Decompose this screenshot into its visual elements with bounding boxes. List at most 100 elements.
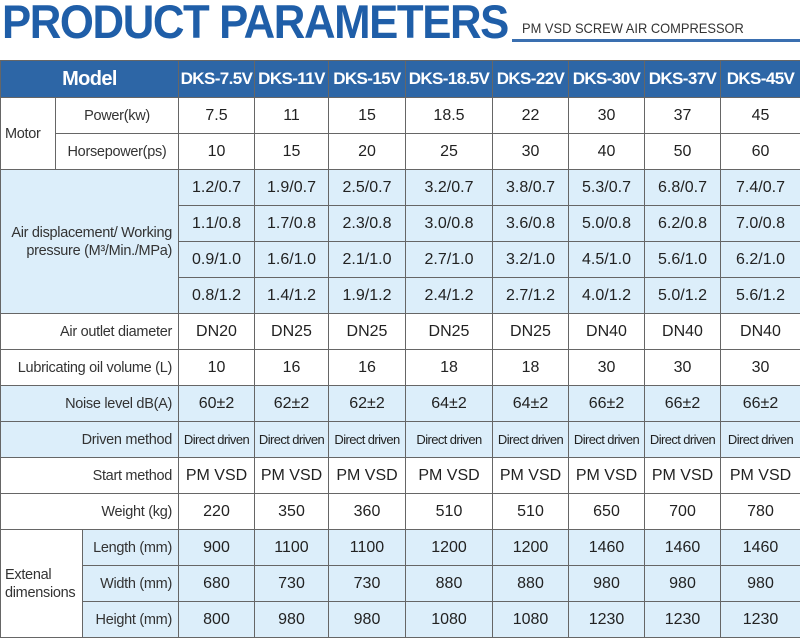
height-cell: 1080 [492,601,569,638]
outlet-cell: DN25 [405,313,493,350]
driven-label: Driven method [0,421,179,458]
oil-cell: 16 [328,349,406,386]
table-row-outlet: Air outlet diameter DN20 DN25 DN25 DN25 DN25 D… [0,313,800,350]
width-cell: 680 [178,565,255,602]
outlet-label: Air outlet diameter [0,313,179,350]
weight-cell: 360 [328,493,406,530]
power-cell: 15 [328,97,406,134]
table-row-length: Extenal dimensions Length (mm) 900 1100 1100… [0,529,800,638]
length-cell: 1100 [328,529,406,566]
width-cell: 730 [254,565,329,602]
outlet-cell: DN25 [492,313,569,350]
horsepower-cell: 40 [568,133,645,170]
model-column-header: DKS-18.5V [405,60,493,98]
power-cell: 11 [254,97,329,134]
noise-cell: 66±2 [644,385,721,422]
air-displacement-cell: 1.6/1.0 [254,241,329,278]
noise-cell: 62±2 [254,385,329,422]
width-cell: 880 [405,565,493,602]
width-cell: 980 [644,565,721,602]
horsepower-cell: 25 [405,133,493,170]
length-cell: 1460 [568,529,645,566]
outlet-cell: DN20 [178,313,255,350]
oil-cell: 30 [720,349,800,386]
oil-label: Lubricating oil volume (L) [0,349,179,386]
height-label: Height (mm) [82,601,179,638]
air-displacement-cell: 0.9/1.0 [178,241,255,278]
model-header: Model [0,60,179,98]
outlet-cell: DN40 [644,313,721,350]
air-displacement-cell: 2.7/1.0 [405,241,493,278]
table-row-oil: Lubricating oil volume (L) 10 16 16 18 18 30 30… [0,349,800,386]
air-displacement-cell: 5.6/1.2 [720,277,800,314]
header-row: Model DKS-7.5V DKS-11V DKS-15V DKS-18.5V DKS-… [0,60,800,98]
length-cell: 1200 [405,529,493,566]
height-cell: 1230 [568,601,645,638]
driven-cell: Direct driven [492,421,569,458]
horsepower-cell: 15 [254,133,329,170]
table-row-air-displacement: 0.8/1.2 1.4/1.2 1.9/1.2 2.4/1.2 2.7/1.2 4.0/1… [1,277,800,314]
air-displacement-cell: 1.2/0.7 [178,169,255,206]
height-cell: 980 [328,601,406,638]
length-cell: 1200 [492,529,569,566]
page-subtitle: PM VSD SCREW AIR COMPRESSOR [522,20,744,36]
horsepower-cell: 20 [328,133,406,170]
air-displacement-cell: 2.7/1.2 [492,277,569,314]
horsepower-cell: 30 [492,133,569,170]
air-displacement-cell: 4.5/1.0 [568,241,645,278]
horsepower-cell: 10 [178,133,255,170]
horsepower-label: Horsepower(ps) [55,133,179,170]
weight-cell: 350 [254,493,329,530]
length-cell: 1460 [644,529,721,566]
table-row-height: Height (mm) 800 980 980 1080 1080 1230 1230 1230 [1,601,800,638]
noise-cell: 62±2 [328,385,406,422]
air-displacement-cell: 4.0/1.2 [568,277,645,314]
width-cell: 730 [328,565,406,602]
oil-cell: 30 [568,349,645,386]
driven-cell: Direct driven [405,421,493,458]
power-label: Power(kw) [55,97,179,134]
height-cell: 1080 [405,601,493,638]
air-displacement-cell: 6.8/0.7 [644,169,721,206]
oil-cell: 16 [254,349,329,386]
model-column-header: DKS-22V [492,60,569,98]
weight-cell: 220 [178,493,255,530]
start-cell: PM VSD [568,457,645,494]
model-column-header: DKS-7.5V [178,60,255,98]
air-displacement-cell: 5.0/1.2 [644,277,721,314]
length-cell: 1460 [720,529,800,566]
power-cell: 45 [720,97,800,134]
noise-cell: 60±2 [178,385,255,422]
weight-cell: 780 [720,493,800,530]
air-displacement-label: Air displacement/ Working pressure (M³/M… [0,169,179,314]
noise-cell: 64±2 [492,385,569,422]
height-cell: 980 [254,601,329,638]
model-column-header: DKS-37V [644,60,721,98]
table-row-power: Motor Power(kw) 7.5 11 15 18.5 22 30 37 45 [0,97,800,170]
weight-cell: 510 [492,493,569,530]
driven-cell: Direct driven [644,421,721,458]
outlet-cell: DN25 [254,313,329,350]
air-displacement-cell: 3.0/0.8 [405,205,493,242]
length-label: Length (mm) [82,529,179,566]
horsepower-cell: 60 [720,133,800,170]
outlet-cell: DN40 [720,313,800,350]
air-displacement-cell: 1.9/0.7 [254,169,329,206]
start-cell: PM VSD [644,457,721,494]
noise-cell: 64±2 [405,385,493,422]
power-cell: 18.5 [405,97,493,134]
height-cell: 1230 [720,601,800,638]
table-row-air-displacement: 1.1/0.8 1.7/0.8 2.3/0.8 3.0/0.8 3.6/0.8 5.0/0… [1,205,800,242]
power-cell: 7.5 [178,97,255,134]
outlet-cell: DN40 [568,313,645,350]
air-displacement-cell: 1.1/0.8 [178,205,255,242]
width-cell: 980 [568,565,645,602]
noise-label: Noise level dB(A) [0,385,179,422]
start-cell: PM VSD [328,457,406,494]
air-displacement-cell: 1.7/0.8 [254,205,329,242]
model-column-header: DKS-11V [254,60,329,98]
oil-cell: 18 [492,349,569,386]
noise-cell: 66±2 [568,385,645,422]
driven-cell: Direct driven [254,421,329,458]
start-cell: PM VSD [254,457,329,494]
